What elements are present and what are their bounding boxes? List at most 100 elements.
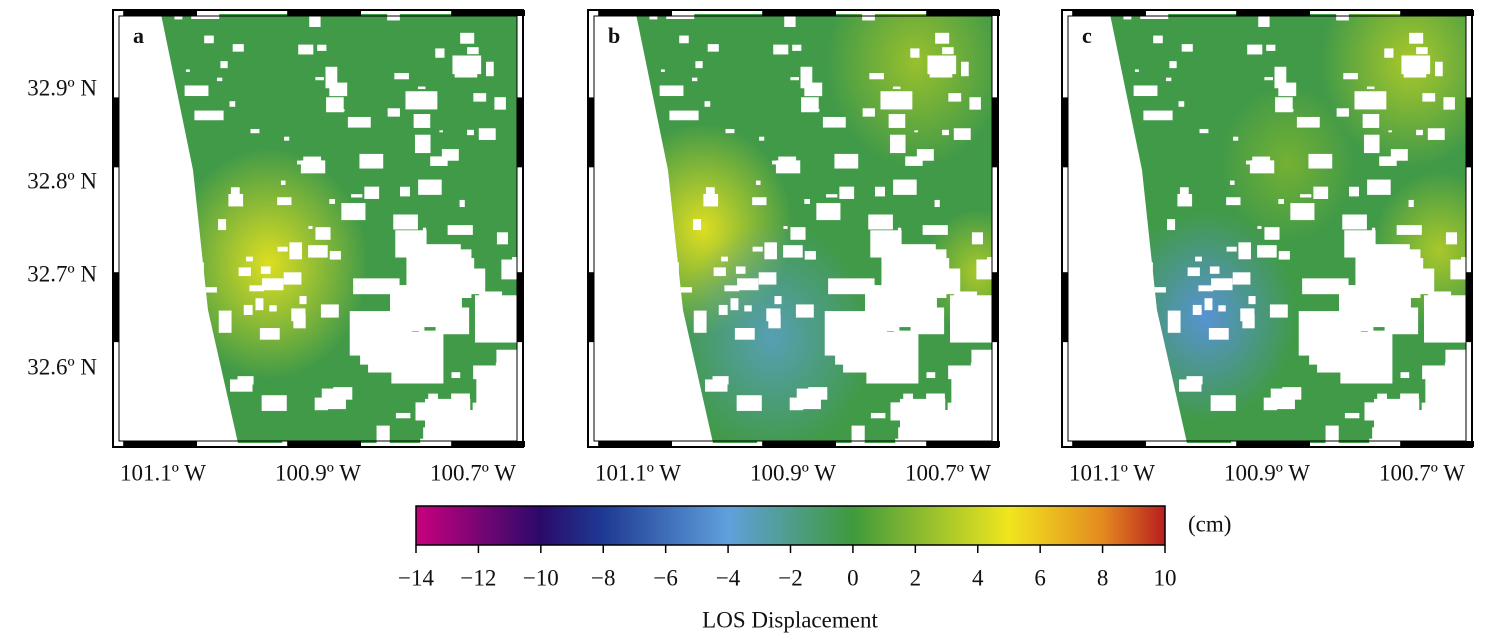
data-gap bbox=[822, 116, 846, 128]
data-gap bbox=[1325, 425, 1339, 443]
data-gap bbox=[1343, 73, 1358, 80]
data-gap bbox=[1123, 14, 1132, 20]
longitude-tick-label: 101.1º W bbox=[1069, 460, 1155, 485]
data-gap bbox=[1362, 114, 1380, 128]
data-gap bbox=[705, 187, 715, 194]
data-gap bbox=[308, 226, 313, 229]
data-gap bbox=[1369, 355, 1377, 364]
data-gap bbox=[1296, 116, 1320, 128]
data-gap bbox=[418, 179, 442, 195]
data-gap bbox=[393, 214, 418, 230]
data-gap bbox=[185, 69, 190, 72]
data-gap bbox=[405, 91, 438, 110]
data-gap bbox=[228, 193, 244, 207]
data-gap bbox=[315, 227, 331, 240]
data-gap bbox=[441, 149, 459, 161]
data-gap bbox=[494, 97, 506, 110]
data-gap bbox=[250, 128, 260, 134]
data-gap bbox=[1177, 193, 1193, 207]
data-gap bbox=[1245, 160, 1256, 165]
data-gap bbox=[428, 393, 438, 404]
data-gap bbox=[864, 325, 887, 334]
colorbar-tick-label: −2 bbox=[778, 565, 802, 590]
data-gap bbox=[430, 156, 448, 166]
data-gap bbox=[1424, 365, 1445, 379]
data-gap bbox=[790, 77, 800, 81]
data-gap bbox=[519, 201, 539, 216]
data-gap bbox=[869, 73, 884, 80]
data-gap bbox=[916, 149, 934, 161]
data-gap bbox=[1131, 377, 1137, 383]
data-gap bbox=[851, 425, 865, 443]
data-gap bbox=[259, 327, 280, 340]
data-gap bbox=[1336, 14, 1349, 21]
data-gap bbox=[816, 203, 841, 221]
data-gap bbox=[1388, 130, 1392, 133]
data-gap bbox=[1300, 194, 1312, 198]
data-gap bbox=[260, 266, 271, 274]
data-gap bbox=[473, 93, 487, 102]
data-gap bbox=[718, 304, 728, 315]
data-gap bbox=[730, 298, 739, 311]
data-gap bbox=[485, 61, 494, 77]
longitude-tick-label: 100.7º W bbox=[1379, 460, 1465, 485]
data-gap bbox=[1153, 35, 1163, 44]
data-gap bbox=[796, 388, 821, 410]
data-gap bbox=[204, 35, 214, 44]
panel-label: b bbox=[608, 23, 620, 48]
longitude-tick-label: 100.9º W bbox=[1224, 460, 1310, 485]
longitude-tick-label: 100.9º W bbox=[275, 460, 361, 485]
longitude-tick-label: 100.7º W bbox=[905, 460, 991, 485]
data-gap bbox=[232, 44, 244, 52]
data-gap bbox=[353, 278, 400, 295]
data-gap bbox=[669, 110, 699, 121]
colorbar-tick-label: −6 bbox=[653, 565, 677, 590]
data-gap bbox=[1340, 340, 1354, 351]
data-gap bbox=[347, 116, 371, 128]
data-gap bbox=[1434, 61, 1443, 77]
data-gap bbox=[1379, 156, 1397, 166]
data-gap bbox=[1403, 55, 1427, 78]
data-gap bbox=[1264, 227, 1280, 240]
data-gap bbox=[192, 339, 207, 345]
data-gap bbox=[182, 377, 188, 383]
data-gap bbox=[866, 340, 880, 351]
data-gap bbox=[1409, 32, 1424, 44]
data-gap bbox=[725, 128, 735, 134]
data-gap bbox=[1354, 91, 1387, 110]
data-gap bbox=[1218, 305, 1226, 312]
data-gap bbox=[283, 272, 302, 285]
data-gap bbox=[387, 108, 400, 117]
data-gap bbox=[341, 203, 366, 221]
data-gap bbox=[1380, 419, 1410, 441]
data-gap bbox=[942, 129, 949, 136]
data-gap bbox=[460, 32, 475, 44]
data-gap bbox=[293, 314, 306, 329]
data-gap bbox=[1396, 225, 1422, 235]
data-gap bbox=[651, 274, 668, 286]
data-gap bbox=[1278, 198, 1284, 204]
data-gap bbox=[459, 199, 465, 208]
data-gap bbox=[218, 219, 227, 231]
data-gap bbox=[501, 259, 517, 280]
data-gap bbox=[325, 66, 338, 89]
data-gap bbox=[734, 327, 755, 340]
data-gap bbox=[1266, 44, 1276, 51]
longitude-tick-label: 101.1º W bbox=[120, 460, 206, 485]
data-gap bbox=[1348, 186, 1359, 197]
data-gap bbox=[1208, 327, 1229, 340]
anomaly bbox=[1219, 84, 1356, 242]
data-gap bbox=[764, 242, 777, 260]
data-gap bbox=[1436, 423, 1466, 443]
data-gap bbox=[1302, 278, 1349, 295]
data-gap bbox=[194, 110, 224, 121]
data-gap bbox=[277, 197, 292, 206]
data-gap bbox=[659, 251, 673, 276]
data-gap bbox=[387, 14, 400, 21]
data-gap bbox=[478, 128, 496, 140]
data-gap bbox=[309, 15, 321, 27]
data-gap bbox=[435, 307, 470, 335]
data-gap bbox=[976, 259, 992, 280]
data-gap bbox=[1210, 395, 1236, 411]
data-gap bbox=[804, 251, 816, 260]
